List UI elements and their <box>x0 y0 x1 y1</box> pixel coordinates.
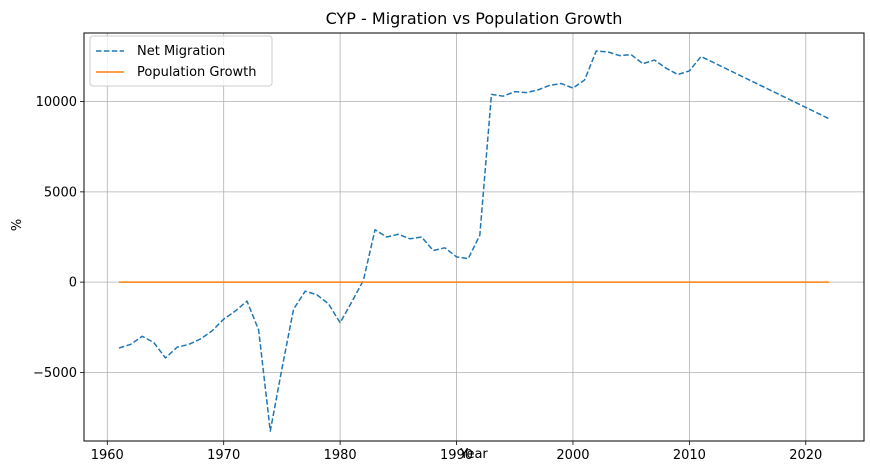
chart-title: CYP - Migration vs Population Growth <box>326 9 623 28</box>
x-axis-title: Year <box>459 447 488 462</box>
y-tick-label: 0 <box>69 276 77 291</box>
series-layer <box>118 50 830 432</box>
x-tick-label: 2010 <box>673 448 706 463</box>
legend-box <box>89 35 273 87</box>
series-line-net-migration <box>118 50 830 432</box>
plot-frame <box>83 32 865 442</box>
y-axis: −5000 0 5000 10000 <box>33 95 84 381</box>
legend-label-population-growth: Population Growth <box>137 65 257 80</box>
y-tick-label: 10000 <box>36 95 77 110</box>
legend-label-net-migration: Net Migration <box>137 44 225 59</box>
legend: Net Migration Population Growth <box>89 35 273 87</box>
y-tick-label: 5000 <box>44 185 77 200</box>
y-tick-label: −5000 <box>33 366 77 381</box>
x-axis: 1960 1970 1980 1990 2000 2010 2020 <box>91 441 822 463</box>
x-tick-label: 1960 <box>91 448 124 463</box>
x-tick-label: 1990 <box>440 448 473 463</box>
x-tick-label: 2000 <box>556 448 589 463</box>
x-tick-label: 2020 <box>789 448 822 463</box>
y-axis-title: % <box>10 219 25 231</box>
x-tick-label: 1980 <box>324 448 357 463</box>
x-tick-label: 1970 <box>207 448 240 463</box>
